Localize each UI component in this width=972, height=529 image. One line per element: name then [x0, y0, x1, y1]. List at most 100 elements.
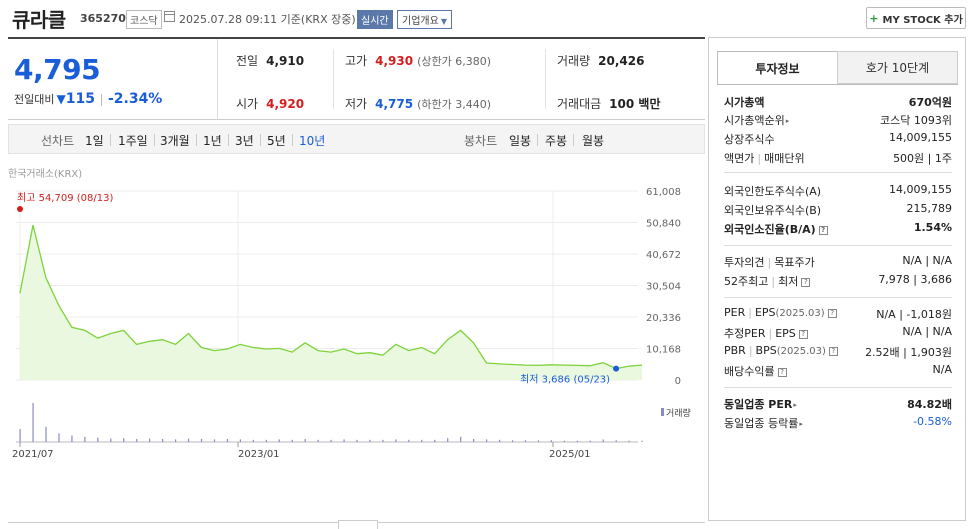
period-1d[interactable]: 1일	[85, 134, 104, 148]
mystock-add-button[interactable]: + MY STOCK 추가	[866, 7, 966, 29]
info-key: 동일업종 PER▸	[724, 396, 797, 412]
info-key-label: 52주최고	[724, 275, 769, 288]
divider	[196, 134, 197, 146]
current-price: 4,795	[14, 53, 101, 86]
caret-right-icon[interactable]: ▸	[799, 420, 803, 428]
caret-right-icon[interactable]: ▸	[785, 117, 790, 125]
stat-open: 시가 4,920	[236, 95, 304, 112]
price-chart[interactable]: 한국거래소(KRX) 61,008 50,840 40,672 30,504 20,33…	[8, 158, 705, 463]
info-row: 배당수익률? N/A	[724, 363, 952, 381]
info-key-label: PBR	[724, 344, 746, 357]
caret-right-icon[interactable]: ▸	[793, 401, 797, 409]
divider	[724, 172, 952, 173]
change-percent: -2.34%	[107, 91, 163, 107]
help-icon[interactable]: ?	[777, 367, 787, 377]
divider	[717, 84, 958, 85]
stat-value: 4,775	[375, 97, 414, 111]
period-5y[interactable]: 5년	[267, 134, 286, 148]
divider: |	[768, 327, 773, 340]
help-icon[interactable]: ?	[801, 277, 811, 287]
period-10y[interactable]: 10년	[299, 134, 326, 148]
volume-bar	[576, 440, 578, 442]
info-row: 액면가 | 매매단위 500원 | 1주	[724, 150, 952, 168]
divider	[110, 134, 111, 146]
stat-value: 4,910	[266, 54, 305, 68]
candle-monthly[interactable]: 월봉	[582, 134, 605, 148]
plus-icon: +	[869, 11, 879, 25]
info-key: 외국인한도주식수(A)	[724, 183, 821, 199]
info-key: 상장주식수	[724, 131, 775, 147]
y-tick-label: 30,504	[646, 282, 681, 293]
change-value: 115	[65, 91, 95, 107]
volume-bar	[32, 403, 34, 442]
info-row: 52주최고 | 최저? 7,978 | 3,686	[724, 273, 952, 291]
volume-bar	[602, 439, 604, 442]
period-label: (2025.03)	[775, 308, 825, 319]
volume-bar	[97, 437, 99, 442]
period-1w[interactable]: 1주일	[118, 134, 148, 148]
volume-bar	[486, 439, 488, 442]
info-panel: 투자정보 호가 10단계 시가총액 670억원 시가총액순위▸ 코스닥 1093위 상장…	[708, 37, 966, 521]
company-overview-dropdown[interactable]: 기업개요 ▼	[397, 10, 452, 29]
volume-bar	[278, 439, 280, 442]
y-tick-label: 50,840	[646, 219, 681, 230]
price-area	[20, 225, 642, 380]
chart-svg[interactable]: 61,008 50,840 40,672 30,504 20,336 10,168 0 최고 …	[8, 158, 705, 463]
help-icon[interactable]: ?	[827, 308, 837, 318]
divider	[228, 134, 229, 146]
help-icon[interactable]: ?	[828, 346, 838, 356]
info-tabs: 투자정보 호가 10단계	[717, 51, 958, 84]
timestamp: 2025.07.28 09:11 기준(KRX 장중)	[179, 13, 356, 26]
stat-label: 고가	[345, 54, 368, 68]
tab-order-book[interactable]: 호가 10단계	[837, 51, 958, 84]
info-key-label: 액면가	[724, 152, 755, 165]
y-tick-label: 10,168	[646, 345, 681, 356]
info-key: 액면가 | 매매단위	[724, 150, 805, 166]
scroll-handle[interactable]	[338, 520, 378, 529]
info-key: 52주최고 | 최저?	[724, 273, 811, 289]
candle-daily[interactable]: 일봉	[509, 134, 532, 148]
stock-name: 큐라클	[12, 8, 66, 32]
volume-bar	[395, 439, 397, 442]
info-key-label: 외국인한도주식수(A)	[724, 185, 822, 198]
period-3y[interactable]: 3년	[235, 134, 254, 148]
divider	[724, 245, 952, 246]
volume-bar	[563, 440, 565, 442]
info-value: 14,009,155	[889, 131, 952, 144]
info-key: 추정PER | EPS?	[724, 325, 808, 341]
realtime-button[interactable]: 실시간	[357, 10, 393, 29]
help-icon[interactable]: ?	[818, 225, 828, 235]
low-marker	[613, 365, 620, 372]
tab-investment-info[interactable]: 투자정보	[717, 51, 838, 84]
price-summary: 4,795 전일대비 ▼115 -2.34% 전일 4,910 고가 4,930 (상한가…	[8, 37, 705, 120]
divider	[292, 134, 293, 146]
help-icon[interactable]: ?	[798, 329, 808, 339]
info-value: 코스닥 1093위	[880, 114, 952, 127]
info-key-label: 시가총액	[724, 96, 765, 109]
volume-bar	[524, 440, 527, 442]
info-value: 14,009,155	[889, 183, 952, 196]
volume-bar	[550, 440, 552, 442]
volume-bar	[239, 439, 241, 442]
stat-value: 100 백만	[609, 97, 661, 111]
candle-weekly[interactable]: 주봉	[545, 134, 568, 148]
line-chart-label: 선차트	[41, 134, 75, 148]
stat-label: 시가	[236, 97, 259, 111]
divider	[260, 134, 261, 146]
volume-bar	[123, 438, 125, 442]
period-1y[interactable]: 1년	[203, 134, 222, 148]
divider	[573, 134, 574, 146]
price-line	[19, 224, 643, 370]
info-key-label: BPS	[755, 344, 777, 357]
info-row: 외국인한도주식수(A) 14,009,155	[724, 183, 952, 201]
period-3m[interactable]: 3개월	[160, 134, 190, 148]
period-toolbar: 선차트 1일 1주일 3개월 1년 3년 5년 10년 봉차트 일봉 주봉 월봉	[8, 124, 705, 154]
info-key-label: EPS	[754, 306, 776, 319]
high-marker	[17, 206, 23, 212]
divider	[724, 387, 952, 388]
stat-high: 고가 4,930 (상한가 6,380)	[345, 52, 491, 69]
volume-bar	[200, 438, 203, 442]
info-key-label: 투자의견	[724, 256, 765, 269]
period-label: (2025.03)	[776, 346, 826, 357]
stat-value: 4,920	[266, 97, 305, 111]
